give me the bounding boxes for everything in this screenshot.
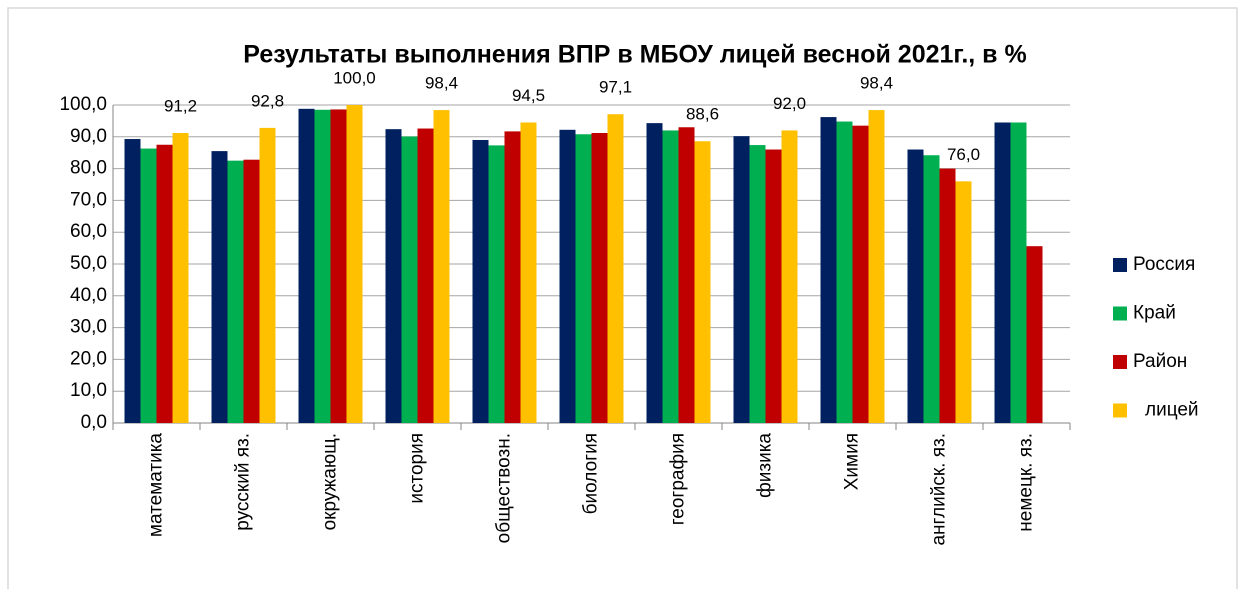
legend-swatch bbox=[1113, 306, 1127, 321]
x-tick-label: география bbox=[668, 433, 689, 525]
bar bbox=[955, 181, 972, 423]
data-label: 88,6 bbox=[686, 105, 719, 124]
bar bbox=[124, 139, 141, 423]
bar bbox=[868, 110, 885, 423]
y-tick-label: 60,0 bbox=[70, 221, 107, 242]
bar bbox=[417, 128, 434, 424]
bar bbox=[749, 145, 766, 423]
bar bbox=[781, 130, 798, 423]
bar bbox=[607, 114, 624, 424]
x-tick-label: математика bbox=[146, 433, 167, 538]
bar bbox=[733, 136, 750, 423]
legend-swatch bbox=[1113, 355, 1127, 369]
y-tick-label: 40,0 bbox=[70, 285, 107, 306]
bar bbox=[433, 110, 450, 423]
bar bbox=[1010, 122, 1027, 424]
bar bbox=[401, 136, 418, 423]
data-label: 98,4 bbox=[425, 74, 458, 93]
bar bbox=[820, 117, 837, 424]
bar bbox=[504, 131, 521, 424]
data-label: 92,8 bbox=[251, 91, 284, 110]
bar bbox=[330, 109, 347, 424]
legend-label: Россия bbox=[1133, 254, 1195, 275]
bar bbox=[385, 129, 402, 423]
data-label: 100,0 bbox=[333, 68, 376, 87]
x-tick-label: окружающ. bbox=[320, 433, 341, 530]
legend-label: Район bbox=[1133, 351, 1187, 372]
y-tick-label: 70,0 bbox=[70, 189, 107, 210]
y-tick-label: 0,0 bbox=[81, 412, 107, 433]
x-tick-label: история bbox=[407, 433, 428, 504]
bar bbox=[765, 149, 782, 423]
data-label: 94,5 bbox=[512, 86, 545, 105]
bar bbox=[520, 122, 537, 424]
bar bbox=[472, 139, 489, 424]
legend-label: Край bbox=[1133, 303, 1176, 324]
bar bbox=[836, 121, 853, 423]
bar bbox=[907, 149, 924, 423]
y-tick-label: 100,0 bbox=[59, 94, 107, 115]
y-tick-label: 20,0 bbox=[70, 348, 107, 369]
bar bbox=[227, 160, 244, 423]
x-tick-label: обществозн. bbox=[494, 433, 515, 543]
bar bbox=[646, 123, 663, 423]
legend-swatch bbox=[1113, 403, 1127, 418]
y-tick-label: 30,0 bbox=[70, 317, 107, 338]
y-tick-label: 80,0 bbox=[70, 158, 107, 179]
data-label: 91,2 bbox=[164, 96, 197, 115]
bar bbox=[259, 127, 276, 424]
bar bbox=[172, 132, 189, 423]
bar bbox=[346, 105, 363, 423]
chart-frame bbox=[7, 7, 1238, 589]
bar bbox=[243, 159, 260, 424]
bar bbox=[575, 134, 592, 424]
bar bbox=[559, 129, 576, 423]
bar bbox=[211, 151, 228, 424]
bar bbox=[852, 125, 869, 424]
bar bbox=[678, 127, 695, 423]
y-tick-label: 10,0 bbox=[70, 380, 107, 401]
data-label: 97,1 bbox=[599, 78, 632, 97]
x-tick-label: физика bbox=[755, 433, 776, 498]
data-label: 98,4 bbox=[860, 74, 893, 93]
bar bbox=[488, 145, 505, 424]
x-tick-label: немецк. яз. bbox=[1016, 433, 1037, 532]
bar bbox=[140, 148, 157, 424]
bar bbox=[662, 130, 679, 423]
bar bbox=[298, 108, 315, 423]
x-tick-label: биология bbox=[581, 433, 602, 514]
x-tick-label: русский яз. bbox=[233, 433, 254, 531]
bar bbox=[156, 144, 173, 423]
legend-swatch bbox=[1113, 258, 1127, 272]
data-label: 92,0 bbox=[773, 94, 806, 113]
x-tick-label: Химия bbox=[842, 433, 863, 490]
bar bbox=[1026, 246, 1043, 423]
x-tick-label: английск. яз. bbox=[929, 433, 950, 546]
bar bbox=[314, 109, 331, 424]
legend-label: лицей bbox=[1145, 400, 1199, 421]
data-label: 76,0 bbox=[947, 145, 980, 164]
y-tick-label: 50,0 bbox=[70, 253, 107, 274]
bar bbox=[939, 168, 956, 423]
bar bbox=[591, 132, 608, 423]
bar bbox=[994, 122, 1011, 424]
bar bbox=[923, 155, 940, 423]
chart-title: Результаты выполнения ВПР в МБОУ лицей в… bbox=[243, 41, 1026, 69]
y-tick-label: 90,0 bbox=[70, 126, 107, 147]
bar bbox=[694, 141, 711, 423]
